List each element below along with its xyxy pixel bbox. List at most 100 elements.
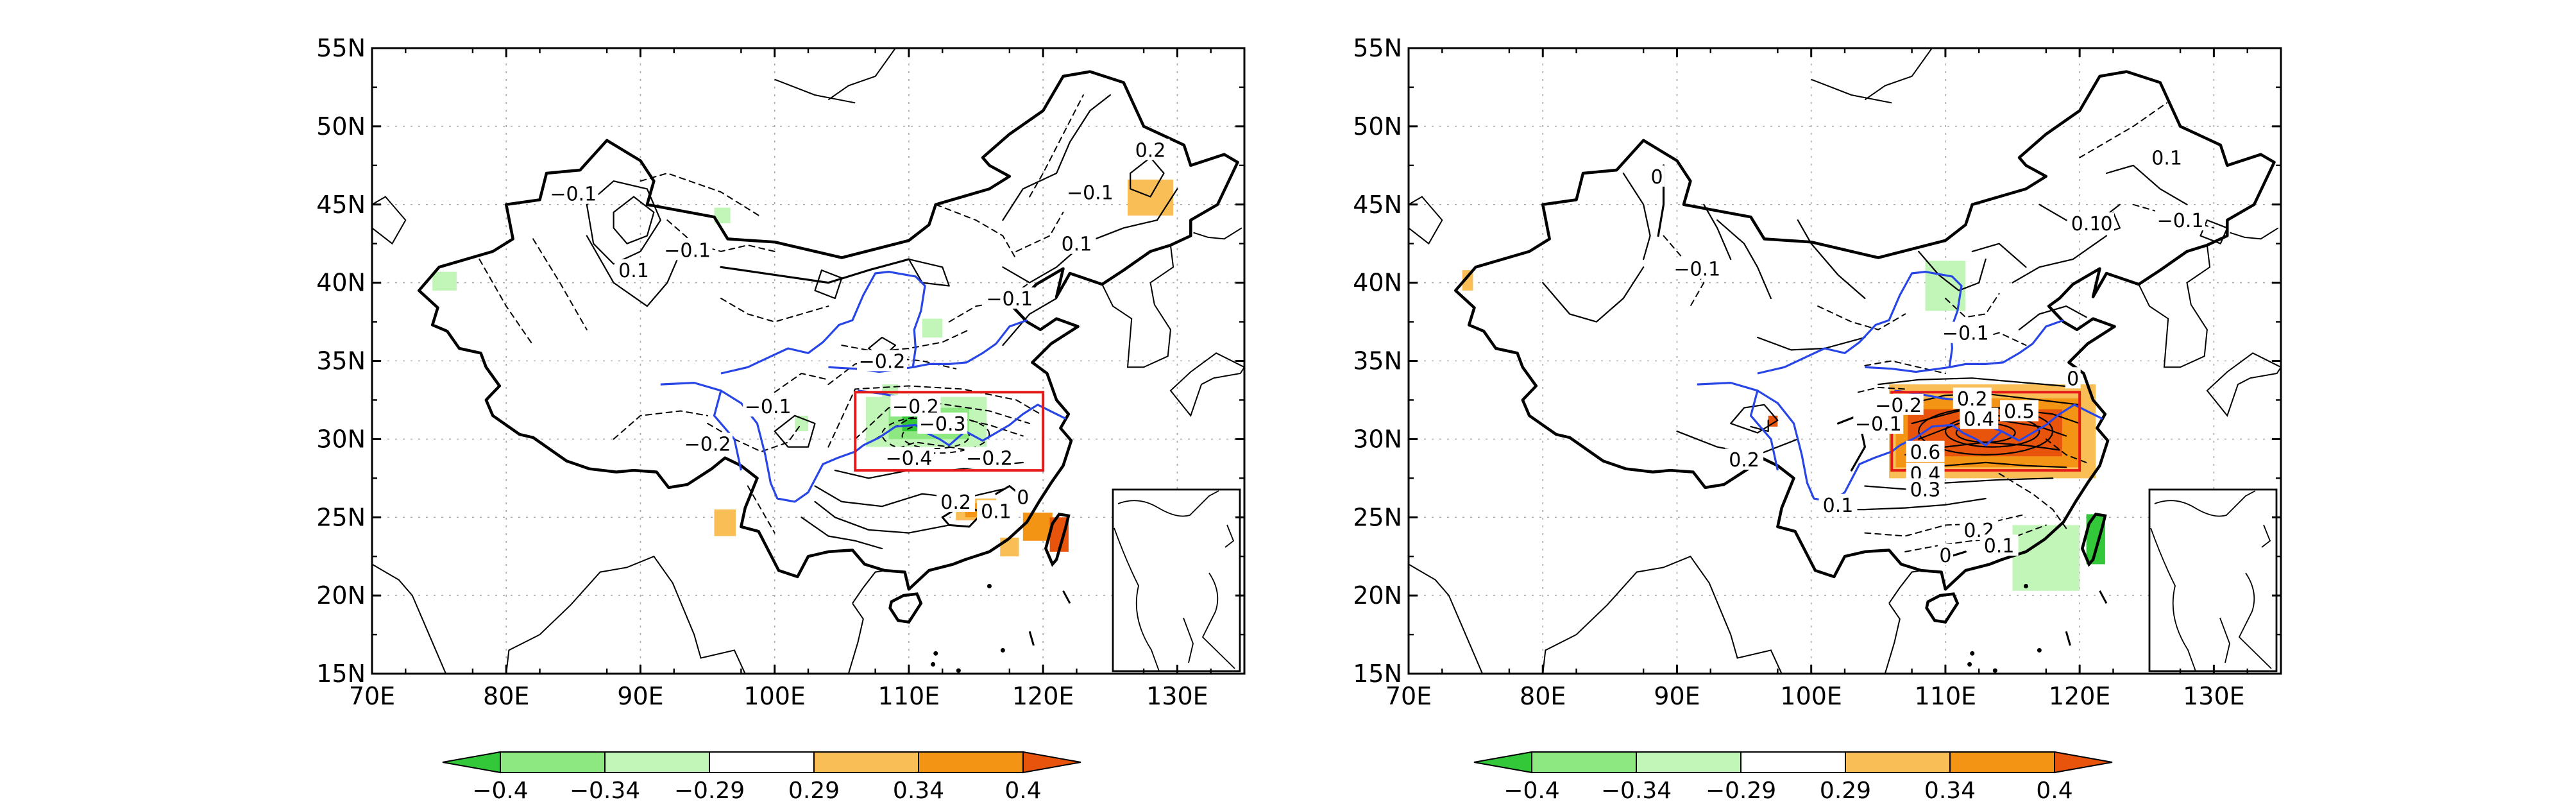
correlation-contours	[479, 94, 1178, 550]
axis-ticks: 15N 20N 25N 30N 35N 40N 45N 50N 55N 70E 80E 90E 100E…	[1353, 34, 2281, 710]
coastline	[1864, 48, 1933, 101]
coastline	[1811, 78, 1892, 104]
island-dash	[1028, 631, 1035, 646]
inset-coastline	[2261, 524, 2271, 548]
contour-label-bg	[984, 287, 1035, 309]
lat-tick-label: 15N	[1353, 660, 1402, 688]
colorbar-tick-label: 0.4	[1004, 778, 1041, 804]
lat-tick-label: 55N	[1353, 34, 1402, 62]
contour-positive	[908, 259, 950, 287]
contour-label-bg	[2065, 367, 2081, 389]
japan-coastline	[1169, 352, 1244, 417]
island-dot	[2023, 584, 2028, 588]
hainan-outline	[1925, 592, 1960, 624]
contour-label-bg	[883, 447, 934, 468]
contour-positive	[1622, 172, 1651, 260]
contour-label-bg	[1937, 543, 1953, 565]
contour-labels: 00.10.10 −0.1−0.1−0.1−0.2−0.10.20.4 0.50.6…	[1649, 146, 2206, 567]
shade-cell-pos2	[1022, 512, 1053, 541]
contour-positive	[1002, 94, 1111, 221]
yellow-river	[720, 271, 1028, 375]
lat-tick-label: 40N	[1353, 269, 1402, 297]
coastline	[372, 196, 407, 245]
colorbar-segment-neg2	[1531, 751, 1637, 773]
contour-label-bg	[976, 500, 1015, 522]
contour-negative	[827, 385, 1044, 448]
south-china-sea-inset	[1112, 488, 1241, 672]
contour-label: −0.1	[664, 239, 711, 262]
coastline	[1409, 563, 1484, 674]
contour-label: −0.2	[966, 448, 1013, 470]
lon-tick-label: 100E	[743, 682, 806, 710]
contour-label-bg	[2155, 209, 2206, 231]
china-border	[417, 70, 1239, 591]
colorbar-segment-pos1	[1845, 751, 1951, 773]
colorbar-segment-pos2	[918, 751, 1024, 773]
contour-positive	[1877, 377, 2081, 388]
contour-label-bg	[743, 395, 793, 417]
contour-label-bg	[2099, 212, 2114, 234]
colorbar-segment-pos1	[813, 751, 919, 773]
colorbar-tick-label: −0.29	[1706, 778, 1776, 804]
colorbar-tick-label: −0.34	[1601, 778, 1672, 804]
lat-tick-label: 45N	[1353, 191, 1402, 219]
inset-frame	[2148, 488, 2278, 672]
coastline	[1193, 227, 1242, 240]
coastline	[1888, 570, 1922, 604]
contour-label-bg	[1979, 534, 2019, 556]
contour-label: 0.2	[1135, 139, 1166, 162]
taiwan-outline	[1044, 512, 1071, 567]
contour-positive	[1756, 336, 1866, 351]
island-dot	[1970, 651, 1975, 656]
contour-label: 0.2	[1957, 388, 1988, 411]
inset-coastline	[1114, 527, 1160, 672]
colorbar-tick-label: 0.34	[893, 778, 944, 804]
contour-negative	[1857, 386, 1906, 393]
contour-label: 0.4	[1963, 409, 1994, 431]
correlation-contours	[1542, 102, 2228, 559]
contour-label: 0	[1017, 487, 1029, 509]
inset-coastline	[1183, 617, 1194, 663]
contour-positive	[720, 258, 910, 284]
contour-label-bg	[1940, 321, 1991, 343]
colorbar-tick-label: 0.4	[2036, 778, 2072, 804]
lon-tick-label: 80E	[1520, 682, 1566, 710]
contour-positive	[1703, 203, 1732, 260]
jinsha-river	[1749, 390, 1779, 471]
lat-tick-label: 30N	[1353, 425, 1402, 453]
colorbar-right: −0.4 −0.34 −0.29 0.29 0.34 0.4	[1473, 751, 2113, 804]
shade-cell-neg1	[2012, 525, 2080, 591]
contour-label: 0.3	[1910, 479, 1941, 501]
lat-tick-label: 25N	[316, 503, 366, 531]
contour-label: −0.1	[1067, 182, 1114, 204]
contour-label: 0.2	[940, 491, 971, 514]
contour-label-bg	[682, 432, 733, 454]
lon-tick-label: 130E	[1146, 682, 1208, 710]
lon-tick-label: 100E	[1780, 682, 1842, 710]
inset-frame	[1112, 488, 1241, 672]
colorbar-segment-mid	[1740, 751, 1846, 773]
contour-positive	[2012, 235, 2108, 284]
contour-positive	[613, 196, 655, 244]
lon-tick-label: 120E	[2049, 682, 2111, 710]
contour-positive	[1864, 477, 2054, 490]
study-region-box	[854, 391, 1045, 472]
contour-label-bg	[1672, 257, 1722, 279]
lat-tick-label: 45N	[316, 191, 366, 219]
china-border	[1453, 70, 2276, 591]
contour-label-bg	[964, 447, 1015, 468]
lon-tick-label: 70E	[349, 682, 395, 710]
colorbar-tick-label: −0.4	[1504, 778, 1559, 804]
inset-coastline	[2238, 572, 2272, 669]
lat-tick-label: 35N	[1353, 347, 1402, 375]
lon-tick-label: 80E	[483, 682, 529, 710]
coastlines-borders	[372, 48, 1244, 674]
inset-coastline	[1117, 490, 1219, 517]
colorbar-extend-low	[442, 751, 501, 774]
axis-ticks: 15N 20N 25N 30N 35N 40N 45N 50N 55N 70E 80E 90E 100E…	[316, 34, 1244, 710]
shade-cell-neg1	[432, 271, 457, 291]
colorbar-extend-high	[2054, 751, 2113, 774]
island-dot	[933, 651, 938, 656]
contour-label-bg	[857, 350, 908, 371]
lat-tick-label: 40N	[316, 269, 366, 297]
